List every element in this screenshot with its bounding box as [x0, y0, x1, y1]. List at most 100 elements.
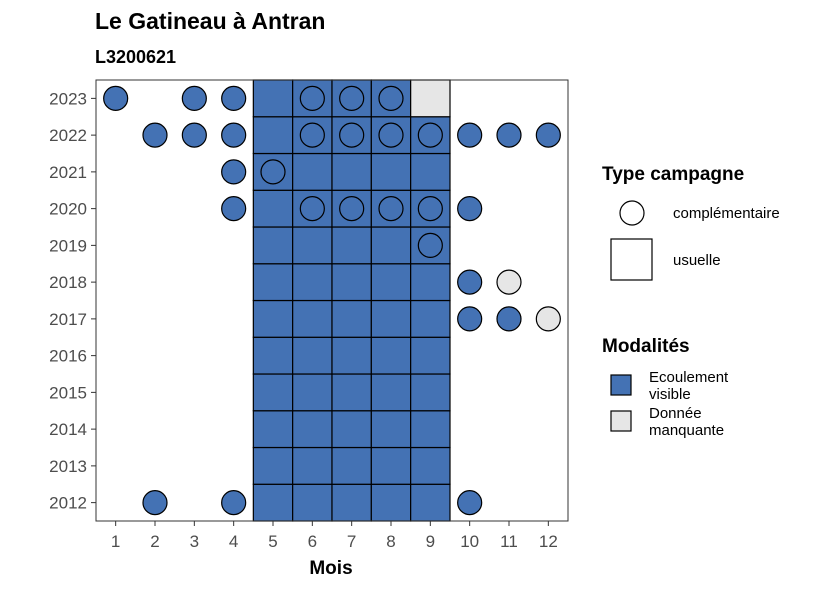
complementaire-point-2022-8 — [378, 122, 404, 148]
y-axis: 2012 2013 2014 2015 2016 2017 2018 2019 2020 2021… — [49, 89, 96, 513]
x-tick-label-10: 10 — [460, 532, 479, 551]
complementaire-point-2022-9 — [417, 122, 443, 148]
y-tick-label-2020: 2020 — [49, 200, 87, 219]
complementaire-point-2020-7 — [339, 196, 365, 222]
usuelle-tile-2015-8 — [370, 373, 412, 412]
usuelle-tile-2016-8 — [370, 336, 412, 375]
complementaire-point-2023-4 — [221, 85, 247, 111]
x-tick-label-8: 8 — [386, 532, 395, 551]
x-tick-label-2: 2 — [150, 532, 159, 551]
usuelle-tile-2021-9 — [410, 152, 451, 191]
usuelle-tile-2014-5 — [252, 410, 294, 449]
usuelle-tile-2019-7 — [331, 226, 372, 265]
complementaire-point-2020-6 — [299, 196, 325, 222]
usuelle-tile-2014-9 — [410, 410, 451, 449]
y-tick-label-2021: 2021 — [49, 163, 87, 182]
complementaire-point-2022-12 — [535, 122, 561, 148]
chart-subtitle: L3200621 — [95, 47, 176, 67]
complementaire-point-2023-3 — [181, 85, 207, 111]
legend-title-modalites: Modalités — [602, 336, 690, 357]
x-tick-label-7: 7 — [347, 532, 356, 551]
usuelle-tile-2019-6 — [292, 226, 333, 265]
usuelle-tile-2021-7 — [331, 152, 372, 191]
complementaire-point-2018-10 — [457, 269, 483, 295]
usuelle-tile-2016-6 — [292, 336, 333, 375]
y-tick-label-2012: 2012 — [49, 494, 87, 513]
usuelle-tile-2012-9 — [410, 483, 451, 522]
usuelle-tile-2018-6 — [292, 263, 333, 302]
usuelle-tile-2013-9 — [410, 446, 451, 485]
usuelle-tile-2013-7 — [331, 446, 372, 485]
x-tick-label-5: 5 — [268, 532, 277, 551]
complementaire-point-2022-6 — [299, 122, 325, 148]
legend-swatch-donn-e-manquante — [610, 410, 632, 432]
x-tick-label-3: 3 — [190, 532, 199, 551]
legend: Type campagne complémentaire usuelle Modali… — [602, 164, 780, 439]
legend-label-donn-e-manquante: Donnée manquante — [649, 405, 724, 439]
complementaire-point-2012-10 — [457, 490, 483, 516]
complementaire-point-2023-6 — [299, 85, 325, 111]
x-tick-label-6: 6 — [308, 532, 317, 551]
complementaire-point-2022-3 — [181, 122, 207, 148]
x-tick-label-1: 1 — [111, 532, 120, 551]
usuelle-tile-2020-5 — [252, 189, 294, 228]
complementaire-point-2020-9 — [417, 196, 443, 222]
usuelle-tile-2023-5 — [252, 79, 294, 118]
usuelle-tile-2012-7 — [331, 483, 372, 522]
x-tick-label-9: 9 — [426, 532, 435, 551]
usuelle-tile-2018-7 — [331, 263, 372, 302]
usuelle-tile-2019-8 — [370, 226, 412, 265]
usuelle-tile-2022-5 — [252, 116, 294, 155]
x-axis: 1 2 3 4 5 6 7 8 9 10 11 12 — [111, 521, 558, 551]
usuelle-tile-2019-5 — [252, 226, 294, 265]
legend-circle-key — [619, 200, 645, 226]
usuelle-tile-2012-6 — [292, 483, 333, 522]
legend-square-key — [610, 238, 653, 281]
usuelle-tile-2015-6 — [292, 373, 333, 412]
usuelle-tile-2018-5 — [252, 263, 294, 302]
legend-swatch-ecoulement-visible — [610, 374, 632, 396]
usuelle-tile-2021-8 — [370, 152, 412, 191]
complementaire-point-2022-7 — [339, 122, 365, 148]
complementaire-point-2022-4 — [221, 122, 247, 148]
usuelle-tile-2016-5 — [252, 336, 294, 375]
usuelle-tile-2012-5 — [252, 483, 294, 522]
legend-label-complementaire: complémentaire — [673, 205, 780, 222]
usuelle-tile-2014-8 — [370, 410, 412, 449]
legend-title-type-campagne: Type campagne — [602, 164, 744, 185]
usuelle-tile-2018-9 — [410, 263, 451, 302]
usuelle-tile-2013-8 — [370, 446, 412, 485]
legend-label-ecoulement-visible: Ecoulement visible — [649, 369, 729, 403]
complementaire-points — [103, 85, 561, 516]
complementaire-point-2017-12 — [535, 306, 561, 332]
complementaire-point-2020-4 — [221, 196, 247, 222]
y-tick-label-2022: 2022 — [49, 126, 87, 145]
usuelle-tile-2017-6 — [292, 299, 333, 338]
usuelle-tile-2021-6 — [292, 152, 333, 191]
complementaire-point-2022-10 — [457, 122, 483, 148]
y-tick-label-2018: 2018 — [49, 273, 87, 292]
y-tick-label-2017: 2017 — [49, 310, 87, 329]
usuelle-tile-2013-6 — [292, 446, 333, 485]
y-tick-label-2019: 2019 — [49, 236, 87, 255]
complementaire-point-2018-11 — [496, 269, 522, 295]
complementaire-point-2020-10 — [457, 196, 483, 222]
x-tick-label-11: 11 — [500, 532, 518, 551]
chart-title: Le Gatineau à Antran — [95, 8, 325, 34]
complementaire-point-2012-2 — [142, 490, 168, 516]
y-tick-label-2015: 2015 — [49, 383, 87, 402]
complementaire-point-2017-10 — [457, 306, 483, 332]
usuelle-tile-2017-5 — [252, 299, 294, 338]
y-tick-label-2013: 2013 — [49, 457, 87, 476]
usuelle-tile-2017-9 — [410, 299, 451, 338]
complementaire-point-2012-4 — [221, 490, 247, 516]
complementaire-point-2021-4 — [221, 159, 247, 185]
usuelle-tile-2016-7 — [331, 336, 372, 375]
usuelle-tile-2016-9 — [410, 336, 451, 375]
usuelle-tile-2012-8 — [370, 483, 412, 522]
usuelle-tile-2017-7 — [331, 299, 372, 338]
y-tick-label-2016: 2016 — [49, 347, 87, 366]
complementaire-point-2022-2 — [142, 122, 168, 148]
legend-label-usuelle: usuelle — [673, 252, 721, 269]
